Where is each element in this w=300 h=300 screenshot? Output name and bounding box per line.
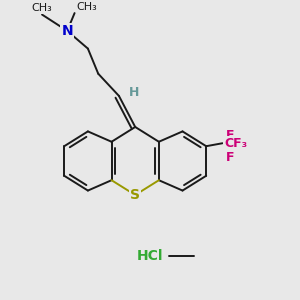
Text: CH₃: CH₃	[76, 2, 97, 12]
Text: F: F	[226, 151, 235, 164]
Text: S: S	[130, 188, 140, 202]
Text: HCl: HCl	[137, 249, 163, 262]
Text: CF₃: CF₃	[224, 137, 247, 150]
Text: CH₃: CH₃	[32, 3, 52, 13]
Text: F: F	[226, 129, 235, 142]
Text: H: H	[129, 86, 140, 100]
Text: F: F	[239, 138, 247, 151]
Text: N: N	[61, 24, 73, 38]
